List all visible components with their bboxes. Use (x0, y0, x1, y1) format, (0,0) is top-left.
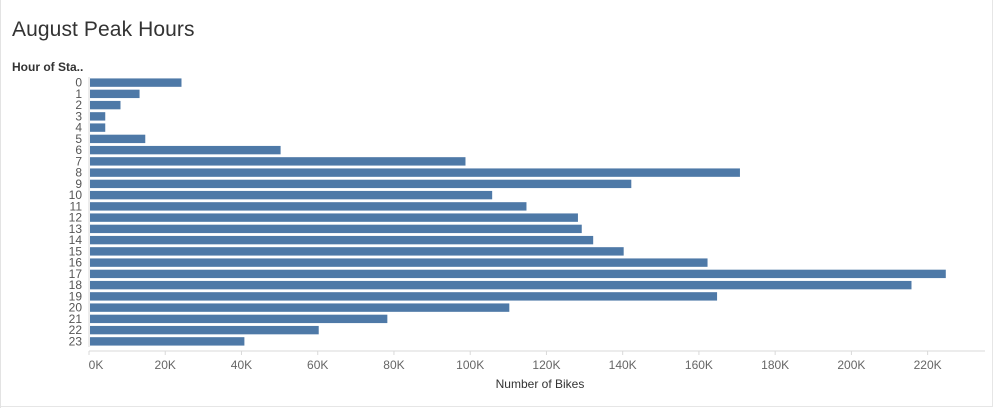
category-label-2: 2 (75, 98, 82, 112)
bar-hour-23[interactable] (90, 337, 245, 346)
category-label-23: 23 (69, 334, 83, 348)
category-label-4: 4 (75, 121, 82, 135)
x-tick-label: 80K (383, 358, 404, 372)
bar-hour-17[interactable] (90, 269, 946, 279)
bar-hour-15[interactable] (90, 247, 624, 256)
category-label-7: 7 (75, 154, 82, 168)
x-tick-label: 120K (532, 358, 560, 372)
bars-group (90, 78, 946, 346)
x-tick-label: 0K (89, 358, 104, 372)
x-tick-label: 220K (914, 358, 942, 372)
bar-hour-12[interactable] (90, 213, 578, 222)
category-label-17: 17 (69, 267, 83, 281)
bar-hour-1[interactable] (90, 89, 140, 99)
category-label-14: 14 (69, 233, 83, 247)
x-tick-label: 140K (609, 358, 637, 372)
category-label-6: 6 (75, 143, 82, 157)
bar-hour-7[interactable] (90, 157, 466, 166)
x-tick-label: 200K (837, 358, 865, 372)
category-label-13: 13 (69, 222, 83, 236)
x-tick-label: 180K (761, 358, 789, 372)
bar-hour-21[interactable] (90, 314, 388, 324)
bar-hour-5[interactable] (90, 134, 146, 144)
category-label-19: 19 (69, 289, 83, 303)
x-tick-label: 60K (307, 358, 328, 372)
bar-hour-4[interactable] (90, 123, 106, 132)
bar-hour-2[interactable] (90, 100, 121, 110)
bar-hour-14[interactable] (90, 235, 594, 245)
category-label-1: 1 (75, 87, 82, 101)
x-axis-ticks: 0K 20K 40K 60K 80K 100K 120K 140K 160K 180K 200K 22… (88, 351, 942, 372)
category-label-16: 16 (69, 256, 83, 270)
x-axis-title: Number of Bikes (496, 377, 585, 391)
bar-hour-20[interactable] (90, 303, 510, 312)
x-tick-label: 100K (456, 358, 484, 372)
category-label-15: 15 (69, 244, 83, 258)
category-label-20: 20 (69, 301, 83, 315)
chart-title: August Peak Hours (12, 18, 195, 41)
category-label-22: 22 (69, 323, 83, 337)
category-label-12: 12 (69, 211, 83, 225)
bar-hour-8[interactable] (90, 168, 740, 177)
category-label-3: 3 (75, 109, 82, 123)
bar-hour-3[interactable] (90, 112, 106, 121)
category-label-10: 10 (69, 188, 83, 202)
bar-hour-0[interactable] (90, 78, 182, 87)
bar-hour-19[interactable] (90, 292, 718, 301)
x-tick-label: 20K (155, 358, 176, 372)
category-label-0: 0 (75, 76, 82, 90)
x-tick-label: 160K (685, 358, 713, 372)
bar-hour-10[interactable] (90, 190, 493, 200)
bar-hour-16[interactable] (90, 258, 708, 267)
bar-hour-11[interactable] (90, 202, 527, 211)
category-label-11: 11 (70, 199, 83, 213)
x-tick-label: 40K (231, 358, 252, 372)
left-divider (0, 0, 1, 408)
category-label-18: 18 (69, 278, 83, 292)
bar-hour-6[interactable] (90, 145, 281, 155)
bar-hour-22[interactable] (90, 325, 319, 335)
category-label-9: 9 (75, 177, 82, 191)
bar-hour-13[interactable] (90, 224, 582, 234)
bar-hour-9[interactable] (90, 179, 632, 189)
category-label-8: 8 (75, 166, 82, 180)
row-shelf-header[interactable]: Hour of Sta.. (12, 60, 84, 74)
category-label-21: 21 (69, 312, 83, 326)
category-label-5: 5 (75, 132, 82, 146)
bar-hour-18[interactable] (90, 280, 912, 290)
